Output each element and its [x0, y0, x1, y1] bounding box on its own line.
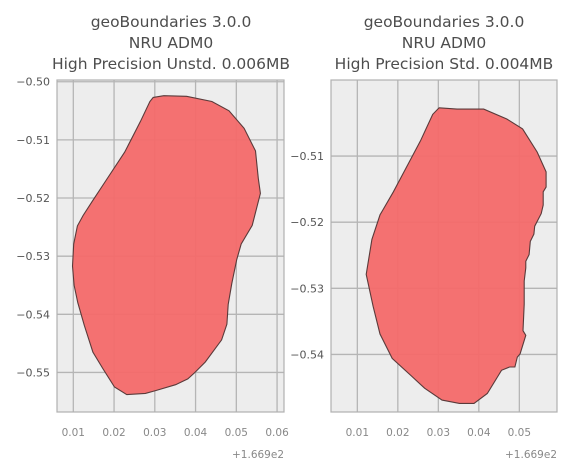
right-x-tick-label: 0.01: [346, 427, 369, 439]
left-x-tick-label: 0.04: [184, 427, 208, 439]
left-y-tick-label: −0.52: [16, 192, 50, 205]
right-x-offset-label: +1.669e2: [505, 449, 557, 461]
right-title-line-1: geoBoundaries 3.0.0: [364, 13, 525, 31]
right-x-tick-label: 0.04: [467, 427, 491, 439]
left-x-tick-label: 0.05: [225, 427, 248, 439]
left-title-line-1: geoBoundaries 3.0.0: [91, 13, 252, 31]
right-y-tick-label: −0.53: [290, 282, 324, 295]
right-y-tick-label: −0.54: [290, 348, 324, 361]
left-country-boundary: [71, 95, 261, 396]
left-y-tick-label: −0.55: [16, 366, 50, 379]
left-x-tick-label: 0.06: [265, 427, 289, 439]
left-title-line-3: High Precision Unstd. 0.006MB: [52, 55, 290, 73]
right-plot-frame: [330, 79, 558, 413]
right-title-line-3: High Precision Std. 0.004MB: [335, 55, 554, 73]
right-title-line-2: NRU ADM0: [402, 34, 486, 52]
right-x-tick-label: 0.05: [508, 427, 531, 439]
left-map-panel: geoBoundaries 3.0.0 NRU ADM0 High Precis…: [16, 13, 290, 461]
right-country-boundary: [365, 107, 547, 404]
right-map-panel: geoBoundaries 3.0.0 NRU ADM0 High Precis…: [290, 13, 558, 461]
left-y-tick-label: −0.53: [16, 250, 50, 263]
right-y-tick-label: −0.51: [290, 150, 324, 163]
left-y-tick-label: −0.50: [16, 76, 50, 89]
left-x-tick-label: 0.01: [62, 427, 85, 439]
left-x-offset-label: +1.669e2: [232, 449, 284, 461]
right-x-tick-label: 0.02: [386, 427, 409, 439]
left-y-tick-label: −0.54: [16, 308, 50, 321]
left-y-tick-label: −0.51: [16, 134, 50, 147]
left-x-tick-label: 0.03: [143, 427, 166, 439]
left-x-tick-label: 0.02: [102, 427, 125, 439]
left-title-line-2: NRU ADM0: [129, 34, 213, 52]
right-x-tick-label: 0.03: [427, 427, 450, 439]
right-y-tick-label: −0.52: [290, 216, 324, 229]
left-plot-frame: [56, 79, 285, 413]
